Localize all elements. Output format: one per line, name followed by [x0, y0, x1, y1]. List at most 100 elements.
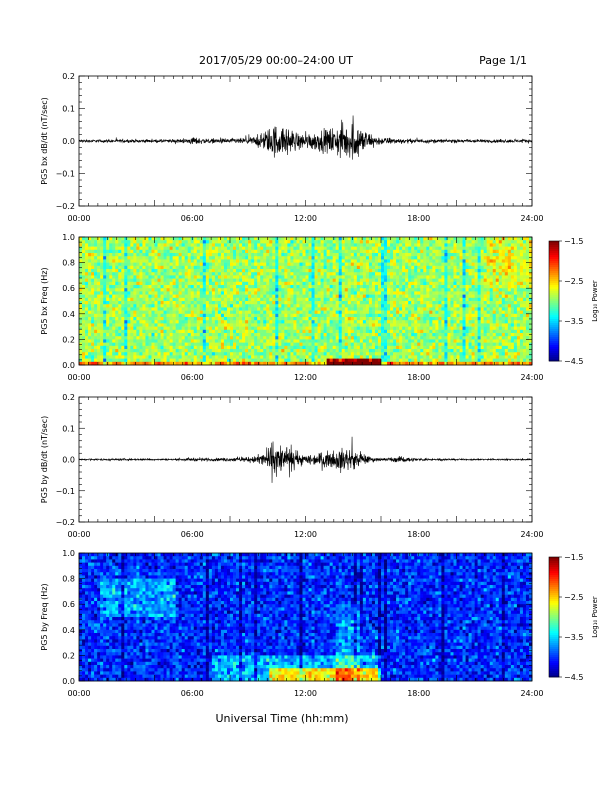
heatmap-cell	[251, 269, 255, 273]
heatmap-cell	[109, 262, 113, 267]
heatmap-cell	[223, 345, 228, 350]
heatmap-cell	[97, 339, 101, 343]
heatmap-cell	[374, 333, 379, 337]
heatmap-cell	[133, 275, 137, 279]
heatmap-cell	[390, 323, 394, 327]
heatmap-cell	[402, 297, 406, 302]
heatmap-cell	[139, 291, 143, 295]
heatmap-cell	[438, 336, 442, 340]
heatmap-cell	[314, 291, 318, 295]
heatmap-cell	[88, 355, 92, 359]
heatmap-cell	[381, 310, 385, 315]
heatmap-cell	[242, 269, 246, 273]
heatmap-cell	[384, 246, 388, 251]
heatmap-cell	[193, 339, 198, 343]
heatmap-cell	[118, 342, 122, 347]
heatmap-cell	[272, 326, 276, 331]
heatmap-cell	[347, 294, 352, 299]
heatmap-cell	[190, 246, 195, 251]
heatmap-cell	[411, 275, 415, 279]
heatmap-cell	[269, 243, 273, 247]
heatmap-cell	[353, 355, 358, 359]
heatmap-cell	[311, 358, 315, 363]
heatmap-cell	[239, 310, 243, 315]
heatmap-cell	[242, 237, 246, 241]
heatmap-cell	[106, 307, 110, 311]
heatmap-cell	[323, 355, 327, 359]
heatmap-cell	[106, 310, 110, 315]
heatmap-cell	[115, 281, 119, 286]
heatmap-cell	[396, 297, 400, 302]
heatmap-cell	[172, 259, 176, 263]
heatmap-cell	[127, 301, 131, 305]
heatmap-cell	[136, 265, 140, 270]
heatmap-cell	[417, 294, 421, 299]
heatmap-cell	[393, 304, 397, 308]
heatmap-cell	[223, 355, 228, 359]
heatmap-cell	[332, 326, 336, 331]
heatmap-cell	[121, 320, 125, 324]
heatmap-cell	[94, 249, 98, 254]
heatmap-cell	[121, 272, 125, 276]
heatmap-cell	[233, 361, 237, 366]
heatmap-cell	[239, 297, 243, 302]
heatmap-cell	[308, 272, 312, 276]
heatmap-cell	[314, 339, 318, 343]
heatmap-cell	[405, 310, 409, 315]
heatmap-cell	[251, 294, 255, 299]
heatmap-cell	[296, 288, 300, 292]
heatmap-cell	[178, 243, 182, 247]
heatmap-cell	[223, 246, 228, 251]
heatmap-cell	[157, 333, 161, 337]
heatmap-cell	[302, 317, 306, 321]
heatmap-cell	[275, 285, 279, 289]
heatmap-cell	[242, 243, 246, 247]
heatmap-cell	[199, 243, 204, 247]
heatmap-cell	[441, 326, 445, 331]
heatmap-cell	[211, 294, 216, 299]
heatmap-cell	[211, 329, 216, 334]
heatmap-cell	[121, 288, 125, 292]
heatmap-cell	[196, 265, 201, 270]
heatmap-cell	[353, 345, 358, 350]
heatmap-cell	[269, 358, 273, 363]
heatmap-cell	[103, 259, 107, 263]
heatmap-cell	[214, 339, 219, 343]
heatmap-cell	[94, 320, 98, 324]
heatmap-cell	[236, 253, 240, 257]
heatmap-cell	[302, 246, 306, 251]
heatmap-cell	[124, 333, 128, 337]
heatmap-cell	[121, 326, 125, 331]
panels-group: 00:00 06:00 12:00 18:00 24:000.20.10.0−0.1−0…	[40, 72, 599, 698]
heatmap-cell	[236, 265, 240, 270]
heatmap-cell	[278, 278, 282, 283]
heatmap-cell	[299, 256, 303, 260]
heatmap-cell	[214, 275, 219, 279]
heatmap-cell	[208, 262, 213, 267]
heatmap-cell	[399, 342, 403, 347]
heatmap-cell	[196, 342, 201, 347]
heatmap-cell	[296, 349, 300, 353]
heatmap-cell	[423, 329, 427, 334]
heatmap-cell	[299, 313, 303, 318]
heatmap-cell	[284, 320, 288, 324]
heatmap-cell	[175, 285, 179, 289]
heatmap-cell	[196, 297, 201, 302]
heatmap-cell	[362, 329, 367, 334]
heatmap-cell	[290, 278, 294, 283]
heatmap-cell	[293, 320, 297, 324]
heatmap-cell	[239, 294, 243, 299]
heatmap-cell	[199, 333, 204, 337]
heatmap-cell	[239, 355, 243, 359]
heatmap-cell	[290, 323, 294, 327]
heatmap-cell	[429, 329, 433, 334]
heatmap-cell	[405, 307, 409, 311]
heatmap-cell	[169, 317, 173, 321]
heatmap-cell	[290, 313, 294, 318]
heatmap-cell	[426, 297, 430, 302]
heatmap-cell	[208, 291, 213, 295]
heatmap-cell	[151, 246, 155, 251]
heatmap-cell	[151, 323, 155, 327]
heatmap-cell	[97, 243, 101, 247]
heatmap-cell	[148, 336, 152, 340]
